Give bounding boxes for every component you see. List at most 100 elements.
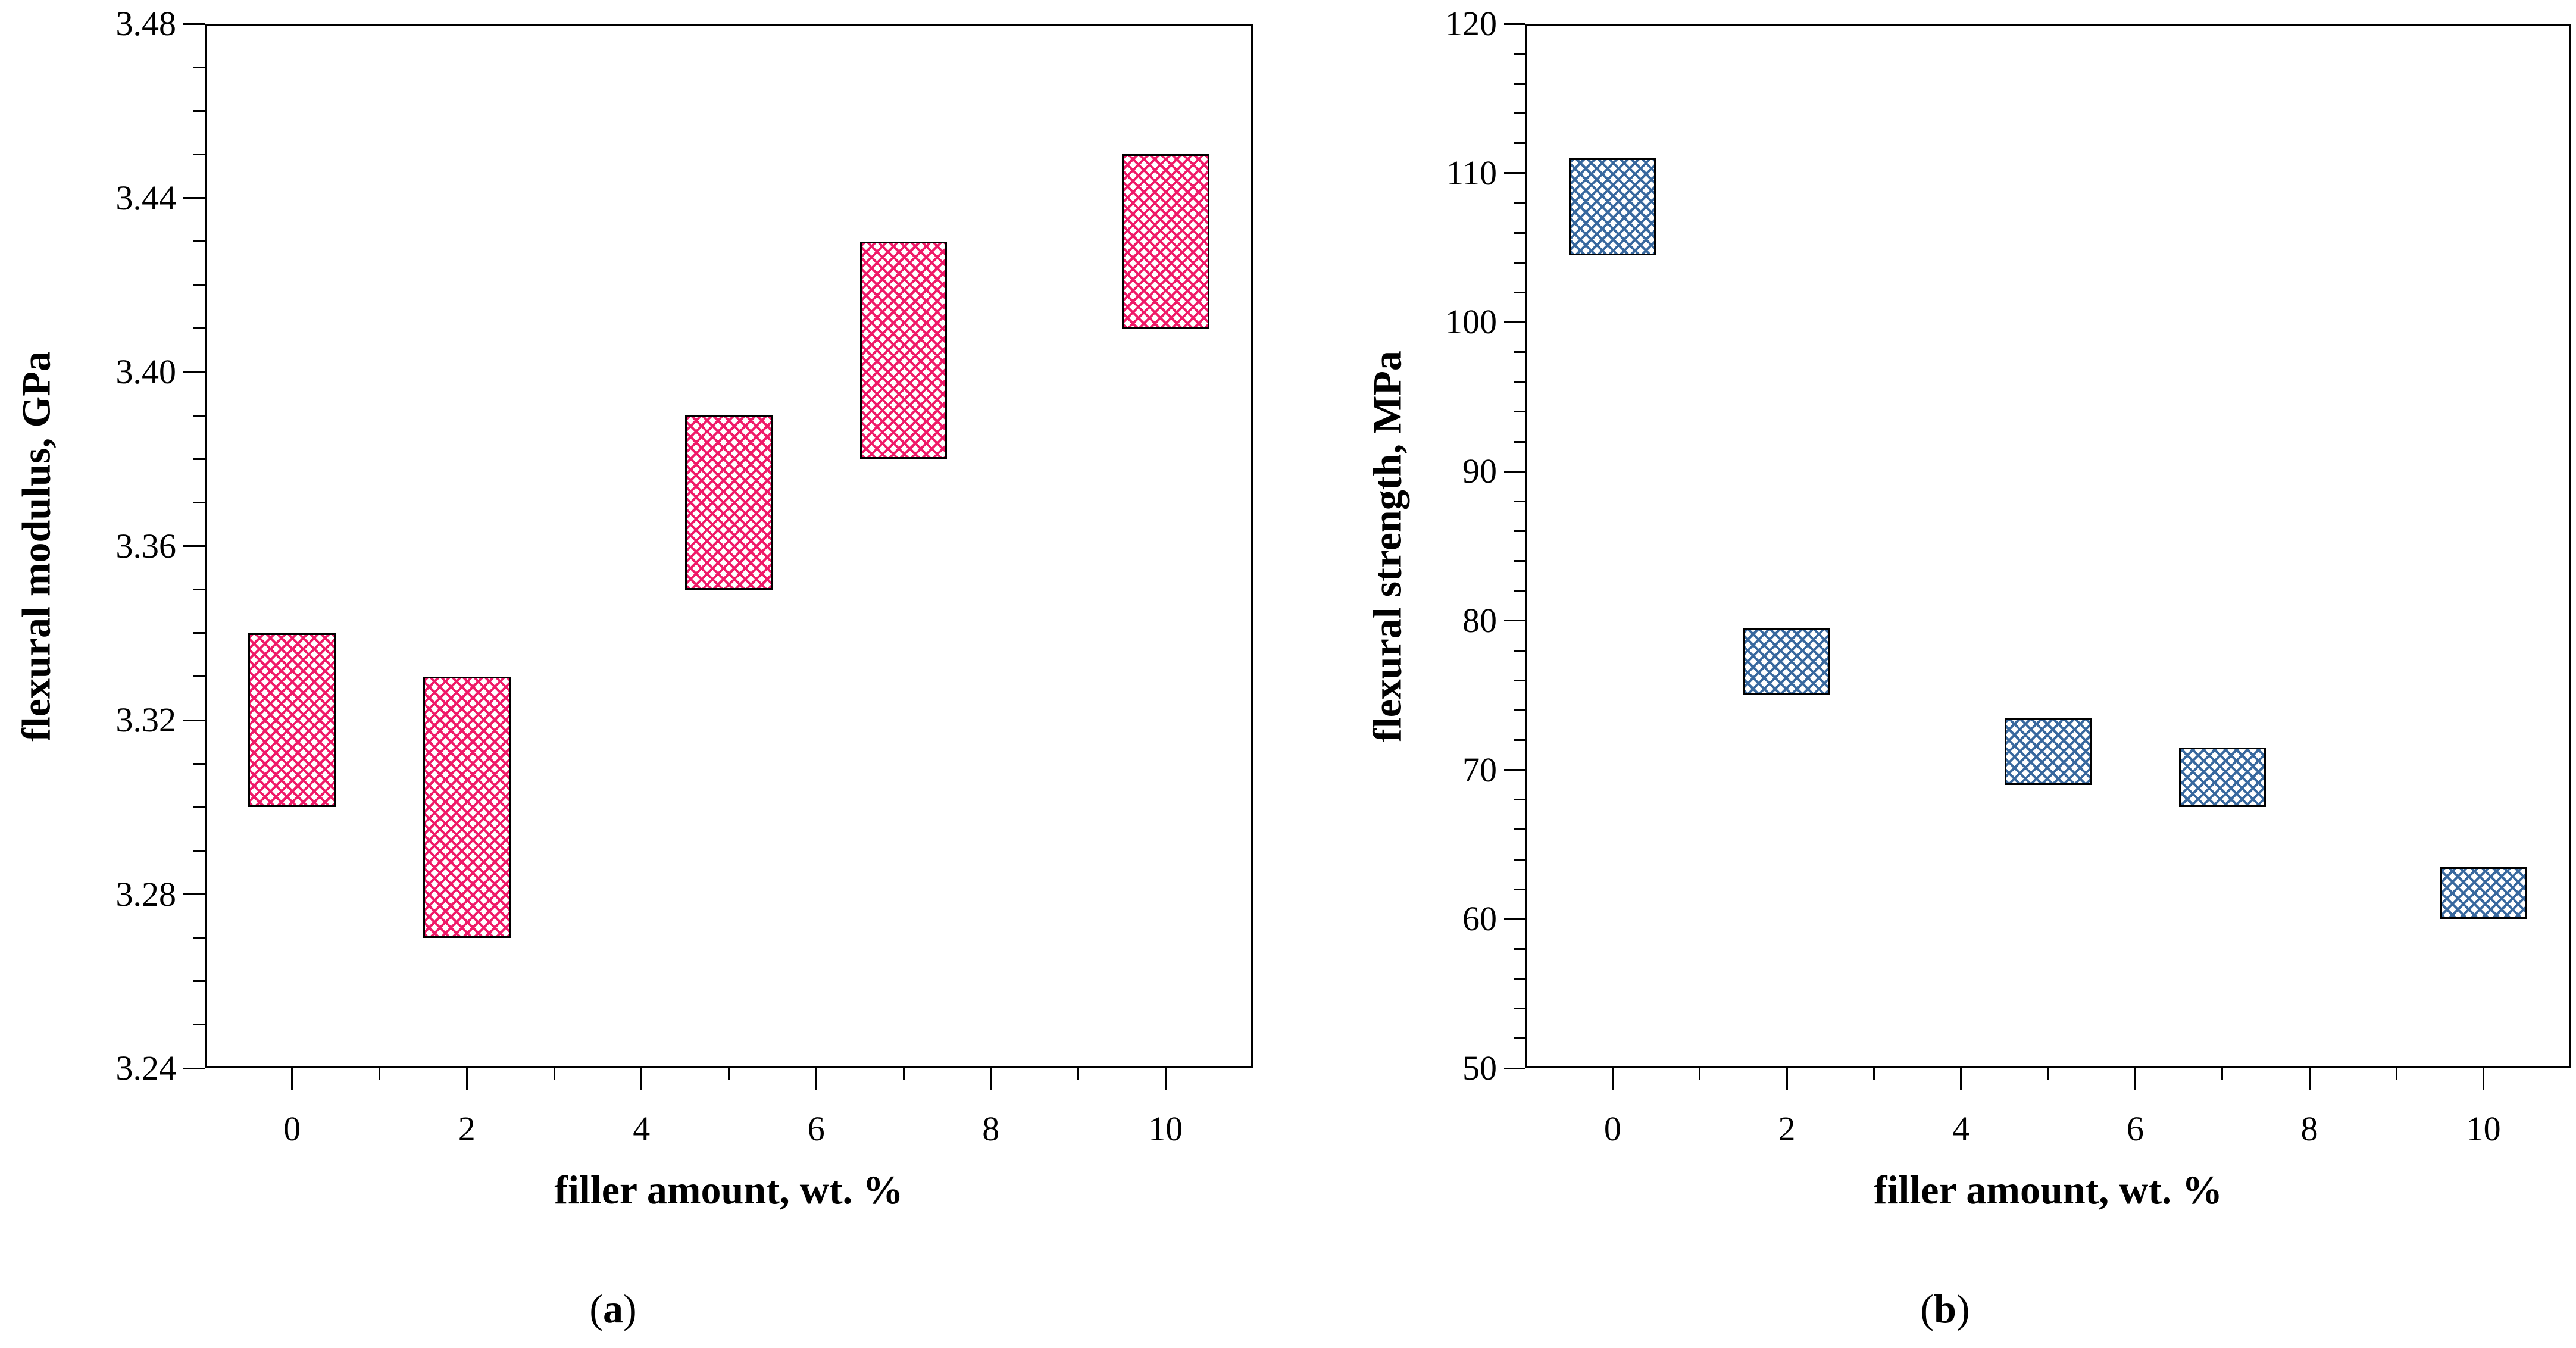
x-tick-label: 10	[2466, 1109, 2501, 1148]
y-major-tick	[183, 23, 205, 25]
y-minor-tick	[1514, 709, 1525, 711]
y-tick-label: 60	[1462, 899, 1497, 939]
x-tick-label: 2	[1778, 1109, 1796, 1148]
y-minor-tick	[193, 240, 205, 243]
y-minor-tick	[1514, 590, 1525, 592]
panel-sublabel-text: )	[1956, 1286, 1970, 1331]
x-tick-label: 2	[458, 1109, 476, 1148]
y-major-tick	[1504, 769, 1525, 771]
panel-sublabel-text: b	[1934, 1286, 1956, 1331]
y-minor-tick	[1514, 82, 1525, 85]
x-minor-tick	[2221, 1068, 2224, 1080]
x-minor-tick	[728, 1068, 730, 1080]
x-major-tick	[1611, 1068, 1614, 1090]
x-minor-tick	[1077, 1068, 1079, 1080]
y-major-tick	[183, 371, 205, 373]
x-major-tick	[1786, 1068, 1788, 1090]
y-major-tick	[183, 197, 205, 199]
y-tick-label: 100	[1445, 302, 1497, 342]
y-tick-label: 80	[1462, 600, 1497, 640]
y-minor-tick	[1514, 679, 1525, 681]
y-major-tick	[1504, 1067, 1525, 1069]
y-major-tick	[183, 1067, 205, 1069]
y-minor-tick	[193, 937, 205, 939]
range-bar	[423, 676, 511, 938]
range-bar	[248, 633, 336, 808]
x-major-tick	[1164, 1068, 1167, 1090]
y-major-tick	[1504, 23, 1525, 25]
range-bar	[685, 415, 773, 590]
x-tick-label: 0	[283, 1109, 301, 1148]
x-minor-tick	[1872, 1068, 1875, 1080]
y-minor-tick	[193, 849, 205, 852]
y-minor-tick	[1514, 530, 1525, 532]
y-minor-tick	[1514, 291, 1525, 293]
y-minor-tick	[1514, 142, 1525, 145]
range-bar	[1569, 158, 1656, 255]
range-bar	[2178, 747, 2266, 808]
y-tick-label: 3.32	[115, 700, 177, 739]
x-minor-tick	[553, 1068, 555, 1080]
y-minor-tick	[1514, 261, 1525, 264]
range-bar	[2004, 717, 2092, 785]
y-minor-tick	[193, 327, 205, 330]
range-bar	[1121, 154, 1209, 329]
x-tick-label: 4	[633, 1109, 651, 1148]
x-major-tick	[2134, 1068, 2136, 1090]
y-minor-tick	[1514, 500, 1525, 502]
range-bar	[1743, 628, 1831, 696]
x-major-tick	[465, 1068, 468, 1090]
y-axis-title: flexural strength, MPa	[1364, 350, 1409, 742]
y-minor-tick	[1514, 202, 1525, 204]
y-minor-tick	[193, 675, 205, 678]
y-minor-tick	[193, 1024, 205, 1026]
range-bar	[2440, 867, 2527, 919]
y-minor-tick	[1514, 799, 1525, 801]
y-tick-label: 3.24	[115, 1049, 177, 1087]
y-minor-tick	[193, 458, 205, 460]
y-minor-tick	[1514, 560, 1525, 562]
y-minor-tick	[1514, 649, 1525, 652]
y-minor-tick	[1514, 440, 1525, 443]
y-minor-tick	[193, 980, 205, 983]
x-tick-label: 10	[1148, 1109, 1183, 1148]
y-minor-tick	[1514, 828, 1525, 831]
y-minor-tick	[193, 589, 205, 591]
range-bar	[859, 241, 948, 459]
y-major-tick	[1504, 172, 1525, 174]
y-tick-label: 120	[1445, 4, 1497, 43]
y-tick-label: 70	[1462, 750, 1497, 789]
x-minor-tick	[902, 1068, 905, 1080]
y-major-tick	[1504, 321, 1525, 323]
y-tick-label: 3.28	[115, 874, 177, 914]
x-major-tick	[640, 1068, 643, 1090]
x-minor-tick	[1699, 1068, 1701, 1080]
y-major-tick	[1504, 470, 1525, 473]
x-major-tick	[291, 1068, 293, 1090]
x-major-tick	[2483, 1068, 2485, 1090]
y-minor-tick	[193, 414, 205, 417]
x-major-tick	[815, 1068, 817, 1090]
y-minor-tick	[193, 806, 205, 808]
x-axis-title: filler amount, wt. %	[1873, 1167, 2223, 1212]
panel-sublabel-text: a	[603, 1286, 623, 1331]
y-minor-tick	[1514, 381, 1525, 383]
y-minor-tick	[1514, 1037, 1525, 1040]
panel-sublabel-text: )	[623, 1286, 637, 1331]
x-minor-tick	[2047, 1068, 2049, 1080]
y-minor-tick	[1514, 978, 1525, 980]
y-tick-label: 3.44	[115, 178, 177, 217]
y-minor-tick	[1514, 739, 1525, 741]
y-tick-label: 3.36	[115, 526, 177, 565]
y-minor-tick	[193, 284, 205, 286]
y-minor-tick	[1514, 411, 1525, 413]
x-minor-tick	[379, 1068, 380, 1080]
panel-sublabel: (b)	[1826, 1286, 2064, 1333]
x-minor-tick	[2395, 1068, 2397, 1080]
y-minor-tick	[193, 153, 205, 155]
y-tick-label: 90	[1462, 452, 1497, 491]
y-minor-tick	[193, 632, 205, 634]
